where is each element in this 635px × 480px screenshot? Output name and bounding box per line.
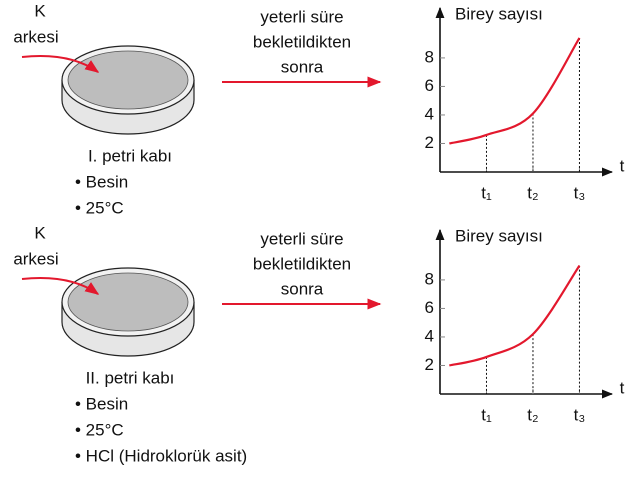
y-tick-label: 2	[425, 355, 434, 374]
x-tick-label: t₃	[574, 183, 586, 202]
y-tick-label: 4	[425, 104, 434, 123]
x-axis-label: t	[620, 156, 625, 175]
y-tick-label: 4	[425, 326, 434, 345]
x-tick-label: t₂	[527, 405, 538, 424]
arrow-text: bekletildikten	[253, 32, 351, 51]
arrow-text: sonra	[281, 279, 324, 298]
x-axis-label: t	[620, 378, 625, 397]
y-axis-label: Birey sayısı	[455, 4, 543, 23]
growth-curve	[449, 38, 579, 144]
y-tick-label: 8	[425, 47, 434, 66]
arrow-text: yeterli süre	[260, 7, 343, 26]
y-axis-label: Birey sayısı	[455, 226, 543, 245]
x-tick-label: t₃	[574, 405, 586, 424]
y-tick-label: 8	[425, 269, 434, 288]
x-tick-label: t₁	[481, 183, 492, 202]
diagram: Karkesi I. petri kabı • Besin • 25°C yeterli…	[0, 0, 635, 475]
y-tick-label: 2	[425, 133, 434, 152]
condition: • HCl (Hidroklorük asit)	[75, 446, 247, 465]
arrow-text: yeterli süre	[260, 229, 343, 248]
organism-label: K	[34, 223, 46, 242]
dish-medium	[68, 273, 188, 331]
y-tick-label: 6	[425, 298, 434, 317]
y-tick-label: 6	[425, 76, 434, 95]
condition: • Besin	[75, 172, 128, 191]
organism-label: K	[34, 1, 46, 20]
dish-label: I. petri kabı	[88, 146, 172, 165]
condition: • Besin	[75, 394, 128, 413]
x-tick-label: t₂	[527, 183, 538, 202]
dish-label: II. petri kabı	[86, 368, 175, 387]
organism-label: arkesi	[13, 249, 58, 268]
organism-label: arkesi	[13, 27, 58, 46]
arrow-text: sonra	[281, 57, 324, 76]
arrow-text: bekletildikten	[253, 254, 351, 273]
condition: • 25°C	[75, 420, 124, 439]
growth-curve	[449, 266, 579, 366]
x-tick-label: t₁	[481, 405, 492, 424]
condition: • 25°C	[75, 198, 124, 217]
dish-medium	[68, 51, 188, 109]
